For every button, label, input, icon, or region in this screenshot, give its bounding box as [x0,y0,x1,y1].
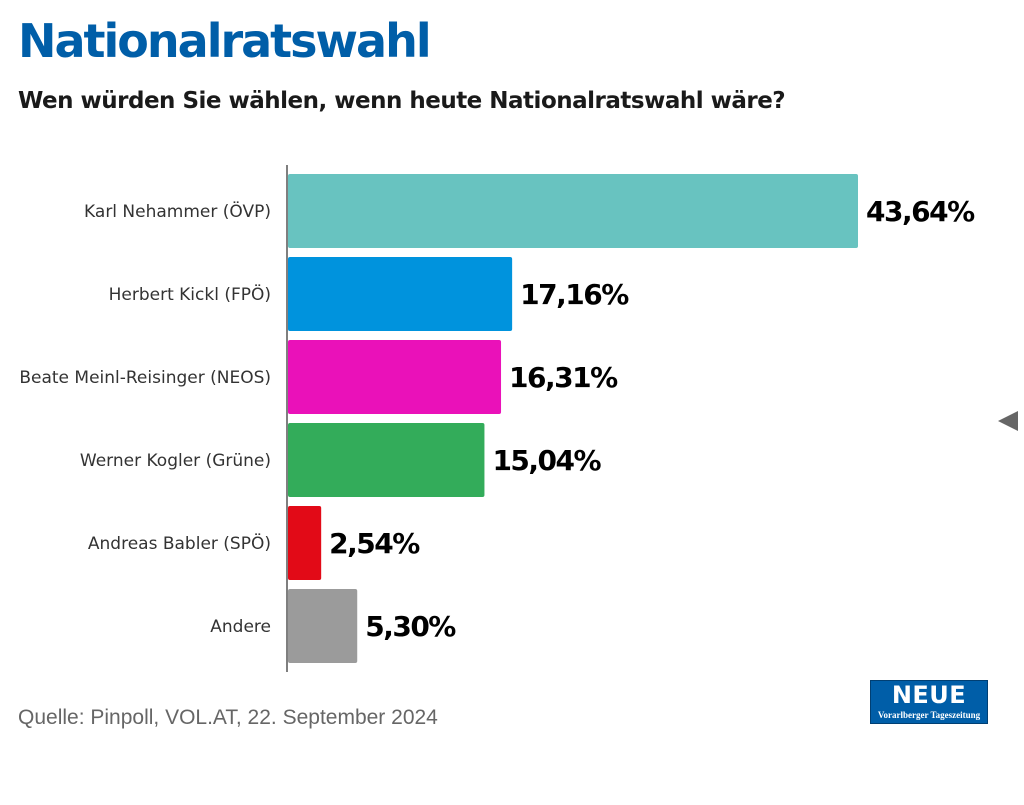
source-note: Quelle: Pinpoll, VOL.AT, 22. September 2… [18,706,438,729]
arrow-left-icon[interactable] [998,411,1018,431]
bar-4 [288,506,322,580]
value-label: 17,16% [520,278,629,311]
value-label: 2,54% [329,527,420,560]
bar-1 [288,257,513,331]
value-label: 16,31% [509,361,618,394]
chart-subtitle: Wen würden Sie wählen, wenn heute Nation… [18,88,786,114]
category-label: Beate Meinl-Reisinger (NEOS) [19,368,271,388]
bar-chart: Karl Nehammer (ÖVP) 43,64% Herbert Kickl (… [19,165,977,672]
neue-logo: NEUE Vorarlberger Tageszeitung [870,680,988,724]
value-label: 5,30% [365,610,456,643]
logo-tagline: Vorarlberger Tageszeitung [877,710,981,720]
category-label: Andreas Babler (SPÖ) [88,532,271,554]
bar-0 [288,174,858,248]
category-label: Werner Kogler (Grüne) [80,451,271,471]
bar-3 [288,423,485,497]
logo-word: NEUE [891,681,967,709]
bar-5 [288,589,358,663]
chart-title: Nationalratswahl [18,14,432,68]
bar-2 [288,340,502,414]
value-label: 15,04% [492,444,601,477]
category-label: Herbert Kickl (FPÖ) [109,283,271,305]
category-label: Andere [210,617,271,637]
category-label: Karl Nehammer (ÖVP) [84,200,271,222]
value-label: 43,64% [866,195,975,228]
